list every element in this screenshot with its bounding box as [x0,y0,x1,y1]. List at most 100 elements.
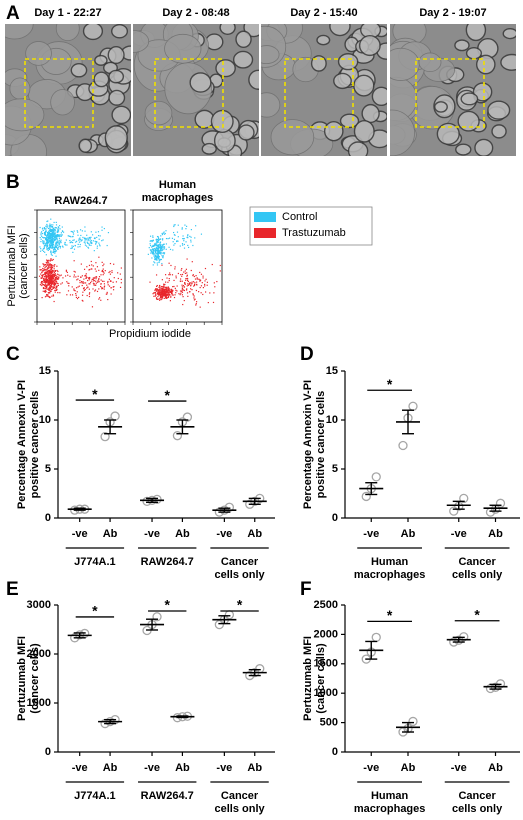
flow-event [165,289,167,291]
y-tick-label: 1000 [27,697,51,709]
flow-event [157,240,159,243]
flow-event [200,273,203,275]
flow-event [51,247,53,249]
flow-event [48,276,50,278]
flow-event [95,278,97,280]
cell [270,119,315,156]
flow-event [165,286,167,288]
flow-event [171,293,173,295]
significance-star: * [387,607,393,623]
flow-event [84,226,86,228]
flow-event [49,286,51,288]
cell [353,74,375,97]
flow-event [166,290,168,292]
flow-event [46,236,48,239]
flow-event [102,271,104,273]
flow-event [87,247,90,249]
flow-event [113,286,115,288]
flow-event [96,266,99,268]
flow-event [53,230,55,233]
flow-event [52,295,55,297]
flow-event [47,267,49,270]
flow-event [81,230,83,232]
flow-event [47,267,49,269]
flow-event [42,229,44,231]
group-label: macrophages [354,803,426,815]
flow-event [165,291,167,293]
flow-event [79,246,81,248]
flow-event [47,295,49,297]
flow-event [47,273,49,275]
flow-event [156,253,159,255]
flow-event [58,225,61,227]
flow-event [62,246,64,248]
flow-event [97,231,100,233]
flow-event [155,290,158,292]
flow-event [177,224,179,226]
plot-title: macrophages [142,192,214,204]
flow-event [98,288,100,290]
micrograph [133,24,259,156]
cell [465,46,483,60]
flow-event [163,288,165,290]
x-tick-label: -ve [451,528,467,540]
flow-event [50,287,52,289]
flow-event [54,269,57,272]
cell [454,39,470,52]
flow-event [57,276,59,278]
flow-event [108,278,110,280]
flow-event [46,293,48,296]
flow-event [213,292,215,294]
flow-event [51,237,54,239]
flow-event [107,231,110,234]
y-axis-label: (cancer cells) [18,233,30,298]
flow-event [149,243,151,245]
flow-event [45,271,47,274]
flow-event [64,242,66,244]
flow-event [55,227,57,229]
flow-event [199,279,202,281]
flow-event [51,229,54,232]
flow-event [85,275,87,277]
flow-event [54,279,56,281]
cell [434,101,448,113]
flow-event [43,274,45,276]
flow-event [60,232,63,234]
y-tick-label: 5 [332,463,338,475]
flow-event [163,252,166,254]
flow-event [51,283,53,285]
flow-event [181,286,183,288]
flow-event [75,296,78,299]
flow-event [41,231,43,233]
flow-event [160,293,162,295]
flow-event [52,243,54,246]
flow-event [75,241,77,243]
flow-event [101,270,103,272]
flow-event [154,247,156,250]
flow-event [42,275,44,277]
flow-event [195,275,197,277]
flow-event [190,284,192,286]
flow-event [49,234,51,237]
y-tick-label: 15 [39,365,51,377]
flow-event [181,275,183,277]
data-point [172,431,183,441]
flow-event [96,245,99,247]
flow-event [45,285,47,287]
flow-event [157,254,159,256]
flow-event [189,282,191,284]
flow-event [49,260,51,262]
flow-event [60,239,62,241]
flow-event [103,263,105,265]
flow-event [77,296,80,299]
flow-event [55,280,58,283]
x-tick-label: -ve [144,528,160,540]
flow-event [163,253,165,255]
flow-event [48,296,50,298]
flow-event [54,289,56,292]
flow-event [195,303,197,305]
flow-event [158,244,160,246]
flow-event [70,230,72,233]
flow-event [173,224,175,226]
flow-event [56,241,58,243]
